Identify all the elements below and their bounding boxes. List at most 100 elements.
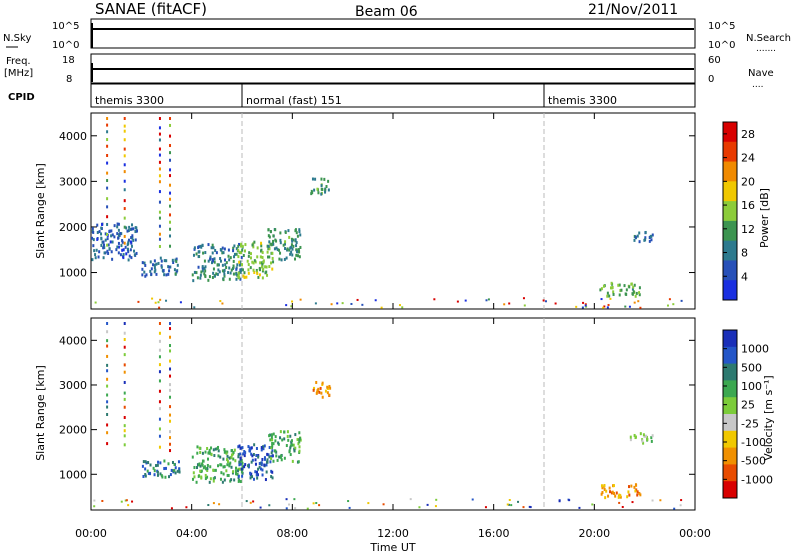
scatter-cell: [201, 265, 204, 269]
scatter-cell: [237, 453, 240, 457]
velocity-frame: [90, 317, 696, 511]
scatter-cell: [167, 265, 170, 269]
scatter-cell: [606, 294, 609, 298]
scatter-cell: [270, 475, 273, 479]
x-tick-label: 16:00: [478, 527, 510, 540]
scatter-cell: [154, 301, 157, 304]
scatter-cell: [230, 453, 233, 457]
scatter-cell: [221, 251, 224, 255]
scatter-cell: [160, 474, 163, 478]
scatter-cell: [631, 287, 634, 291]
scatter-cell: [98, 230, 101, 234]
scatter-cell: [289, 252, 292, 256]
scatter-cell: [292, 238, 295, 242]
scatter-cell: [266, 244, 269, 248]
scatter-cell: [259, 467, 262, 471]
scatter-cell: [160, 265, 163, 269]
scatter-cell: [341, 302, 344, 305]
scatter-cell: [638, 240, 641, 244]
scatter-cell: [603, 305, 606, 308]
scatter-cell: [234, 459, 237, 463]
scatter-cell: [266, 273, 269, 277]
scatter-cell: [296, 438, 299, 442]
scatter-cell: [599, 288, 602, 292]
scatter-cell: [158, 216, 161, 220]
scatter-cell: [313, 188, 316, 192]
scatter-cell: [174, 471, 177, 475]
scatter-cell: [93, 505, 96, 508]
scatter-cell: [237, 275, 240, 279]
scatter-cell: [212, 479, 215, 483]
scatter-cell: [106, 197, 109, 201]
scatter-cell: [272, 432, 275, 436]
nsearch-tick-top: 10^5: [708, 21, 735, 32]
scatter-cell: [201, 243, 204, 247]
scatter-cell: [315, 391, 318, 395]
x-tick-label: 08:00: [276, 527, 308, 540]
scatter-cell: [94, 253, 97, 257]
scatter-cell: [628, 305, 631, 308]
scatter-cell: [158, 147, 161, 151]
scatter-cell: [123, 216, 126, 220]
scatter-cell: [255, 454, 258, 458]
scatter-cell: [271, 441, 274, 445]
scatter-cell: [637, 300, 640, 303]
scatter-cell: [101, 222, 104, 226]
scatter-cell: [259, 255, 262, 259]
scatter-cell: [204, 473, 207, 477]
scatter-cell: [646, 437, 649, 441]
colorbar-cell: [723, 380, 737, 398]
scatter-cell: [306, 507, 309, 510]
scatter-cell: [283, 257, 286, 261]
scatter-cell: [126, 243, 129, 247]
scatter-cell: [192, 471, 195, 475]
scatter-cell: [270, 261, 273, 265]
scatter-cell: [632, 285, 635, 289]
scatter-cell: [123, 397, 126, 401]
scatter-cell: [233, 252, 236, 256]
scatter-cell: [116, 232, 119, 236]
scatter-cell: [418, 506, 421, 509]
scatter-cell: [609, 286, 612, 290]
scatter-cell: [290, 305, 293, 308]
scatter-cell: [230, 268, 233, 272]
scatter-cell: [213, 257, 216, 261]
scatter-cell: [606, 291, 609, 295]
scatter-cell: [158, 355, 161, 359]
scatter-cell: [228, 266, 231, 270]
scatter-cell: [639, 306, 642, 309]
colorbar-tick-label: 24: [741, 152, 755, 165]
scatter-cell: [241, 474, 244, 478]
scatter-cell: [257, 454, 260, 458]
scatter-cell: [169, 183, 172, 187]
scatter-cell: [510, 504, 513, 507]
scatter-cell: [256, 246, 259, 250]
scatter-cell: [464, 299, 467, 302]
scatter-cell: [215, 272, 218, 276]
scatter-cell: [260, 241, 263, 245]
scatter-cell: [209, 477, 212, 481]
scatter-cell: [239, 277, 242, 281]
scatter-cell: [173, 468, 176, 472]
scatter-cell: [214, 447, 217, 451]
scatter-cell: [636, 234, 639, 238]
scatter-cell: [252, 477, 255, 481]
scatter-cell: [223, 272, 226, 276]
scatter-cell: [635, 291, 638, 295]
scatter-cell: [193, 246, 196, 250]
nave-dots: ....: [752, 80, 763, 90]
scatter-cell: [212, 448, 215, 452]
x-tick-label: 00:00: [679, 527, 711, 540]
scatter-cell: [144, 263, 147, 267]
freq-panel: Freq. [MHz] 18 8 Nave .... 60 0: [4, 53, 774, 90]
scatter-cell: [123, 207, 126, 211]
scatter-cell: [317, 191, 320, 195]
scatter-cell: [201, 269, 204, 273]
scatter-cell: [192, 279, 195, 283]
scatter-cell: [106, 330, 109, 334]
scatter-cell: [106, 171, 109, 175]
scatter-cell: [159, 298, 162, 301]
scatter-cell: [361, 303, 364, 306]
scatter-cell: [153, 469, 156, 473]
scatter-cell: [123, 415, 126, 419]
